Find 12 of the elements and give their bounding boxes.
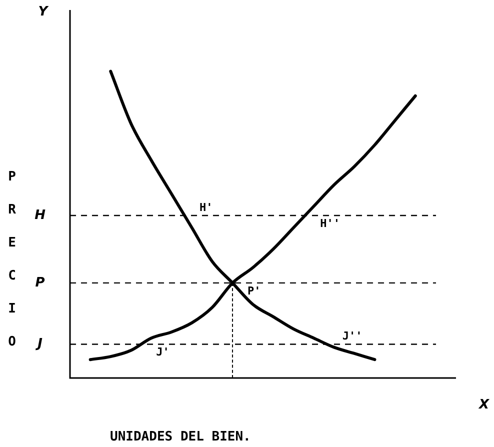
annotation: H'' [320,216,340,230]
text: X [478,397,490,412]
ref-line-label: J [34,336,43,352]
text: Y [38,4,50,20]
ref-line-label: P [35,275,46,290]
ref-line-label: H [34,208,46,223]
annotation: J' [156,346,170,359]
x-axis-title: UNIDADES DEL BIEN. [110,429,251,444]
text: PRECIO [8,169,16,350]
annotation: P' [248,284,261,298]
annotation: H' [200,200,213,214]
annotation: J'' [342,330,362,343]
